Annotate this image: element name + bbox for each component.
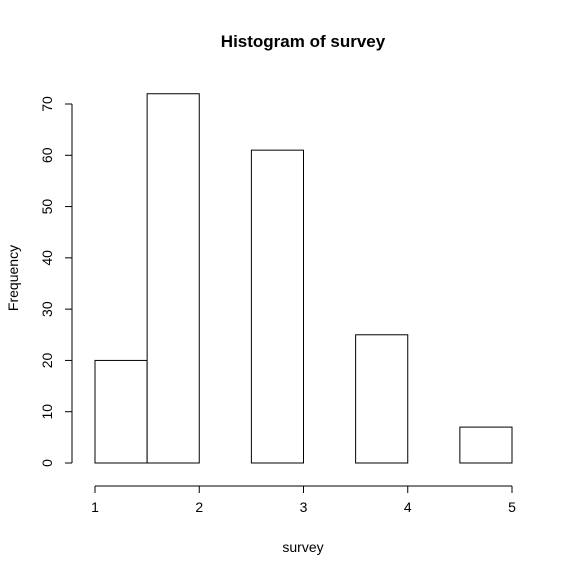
- y-tick-label: 10: [39, 404, 55, 420]
- x-tick-label: 1: [91, 499, 99, 515]
- x-axis-label: survey: [282, 539, 323, 555]
- y-tick-label: 20: [39, 352, 55, 368]
- x-tick-label: 4: [404, 499, 412, 515]
- x-tick-label: 3: [300, 499, 308, 515]
- y-tick-label: 70: [39, 96, 55, 112]
- y-tick-label: 0: [39, 459, 55, 467]
- y-tick-label: 50: [39, 199, 55, 215]
- y-tick-label: 30: [39, 301, 55, 317]
- histogram-bar: [94, 359, 148, 464]
- chart-title: Histogram of survey: [221, 32, 386, 51]
- y-axis: 0 10 20 30 40 50 60 70: [39, 96, 73, 467]
- x-axis: 1 2 3 4 5: [91, 485, 516, 515]
- y-tick-label: 40: [39, 250, 55, 266]
- y-tick-label: 60: [39, 147, 55, 163]
- x-tick-label: 5: [508, 499, 516, 515]
- x-tick-label: 2: [195, 499, 203, 515]
- histogram-bar: [250, 149, 304, 464]
- histogram-bar: [355, 334, 409, 464]
- bars-group: [94, 93, 513, 464]
- histogram-bar: [146, 93, 200, 464]
- y-axis-label: Frequency: [5, 245, 21, 311]
- histogram-bar: [459, 426, 513, 464]
